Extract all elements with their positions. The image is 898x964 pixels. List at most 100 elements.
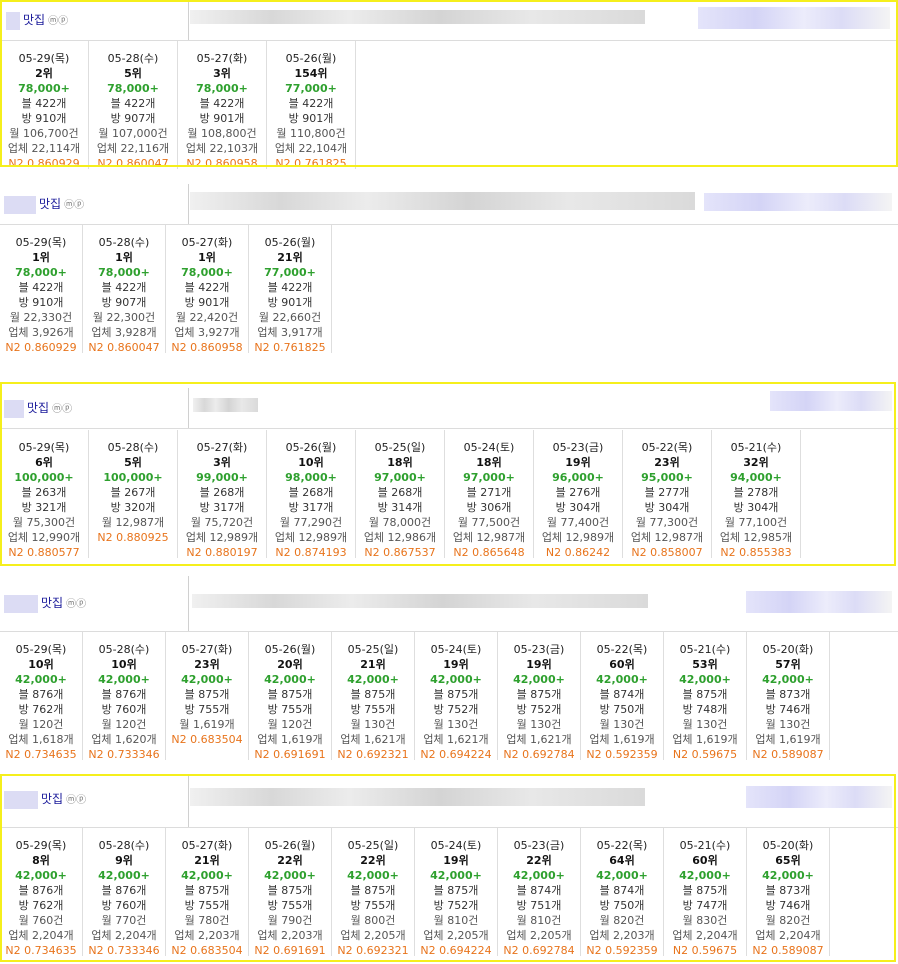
business-count: 업체 1,619개	[257, 733, 323, 746]
rank: 10위	[111, 658, 137, 671]
business-count: 업체 2,204개	[755, 929, 821, 942]
blog-count: 블 876개	[18, 884, 64, 897]
monthly-search: 월 1,619개	[179, 718, 235, 731]
cafe-count: 방 910개	[18, 296, 64, 309]
price: 95,000+	[641, 471, 693, 484]
rank: 60위	[609, 658, 635, 671]
price: 100,000+	[14, 471, 74, 484]
keyword-title[interactable]: 맛집 ⓜⓟ	[4, 790, 86, 809]
blog-count: 블 277개	[644, 486, 690, 499]
n2-score: N2 0.691691	[254, 944, 326, 957]
n2-score: N2 0.874193	[275, 546, 347, 559]
redacted-keyword	[4, 195, 36, 214]
day-card: 05-27(화) 3위 99,000+ 블 268개 방 317개 월 75,720건 업체…	[178, 430, 267, 559]
day-card: 05-28(수) 10위 42,000+ 블 876개 방 760개 월 120건 업체 1…	[83, 632, 166, 761]
day-card: 05-26(월) 22위 42,000+ 블 875개 방 755개 월 790건 업체 2…	[249, 828, 332, 957]
n2-score: N2 0.860958	[186, 157, 258, 170]
keyword-block-1: 맛집 ⓜⓟ 05-29(목) 2위 78,000+ 블 422개 방 910개 월 106,…	[0, 0, 898, 170]
cafe-count: 방 304개	[733, 501, 779, 514]
keyword-title[interactable]: 맛집 ⓜⓟ	[6, 11, 68, 30]
cafe-count: 방 750개	[599, 703, 645, 716]
price: 42,000+	[430, 673, 482, 686]
blog-count: 블 875개	[184, 884, 230, 897]
blog-count: 블 875개	[184, 688, 230, 701]
n2-score: N2 0.855383	[720, 546, 792, 559]
price: 42,000+	[596, 869, 648, 882]
monthly-search: 월 78,000건	[368, 516, 432, 529]
keyword-header: 맛집 ⓜⓟ	[0, 576, 898, 632]
rank: 21위	[360, 658, 386, 671]
cafe-count: 방 755개	[350, 899, 396, 912]
monthly-search: 월 770건	[101, 914, 147, 927]
price: 100,000+	[103, 471, 163, 484]
date: 05-26(월)	[285, 441, 337, 454]
divider	[188, 576, 189, 631]
redacted-text	[192, 594, 648, 608]
business-count: 업체 12,987개	[452, 531, 526, 544]
redacted-text	[190, 10, 645, 24]
rank: 3위	[213, 456, 231, 469]
rank: 8위	[32, 854, 50, 867]
day-card: 05-25(일) 18위 97,000+ 블 268개 방 314개 월 78,000건 업…	[356, 430, 445, 559]
day-card: 05-27(화) 3위 78,000+ 블 422개 방 901개 월 108,800건 업…	[178, 41, 267, 170]
rank: 18위	[387, 456, 413, 469]
keyword-header: 맛집 ⓜⓟ	[0, 774, 898, 828]
type-icons: ⓜⓟ	[52, 404, 73, 415]
cafe-count: 방 321개	[21, 501, 67, 514]
keyword-block-2: 맛집 ⓜⓟ 05-29(목) 1위 78,000+ 블 422개 방 910개 월 22,3…	[0, 184, 898, 359]
price: 42,000+	[98, 673, 150, 686]
blog-count: 블 875개	[433, 884, 479, 897]
date: 05-20(화)	[762, 643, 814, 656]
rank: 154위	[294, 67, 328, 80]
cafe-count: 방 901개	[199, 112, 245, 125]
date: 05-26(월)	[264, 236, 316, 249]
price: 77,000+	[285, 82, 337, 95]
n2-score: N2 0.59675	[672, 944, 738, 957]
day-card: 05-26(월) 10위 98,000+ 블 268개 방 317개 월 77,290건 업…	[267, 430, 356, 559]
business-count: 업체 2,203개	[589, 929, 655, 942]
date: 05-28(수)	[98, 236, 150, 249]
cafe-count: 방 910개	[21, 112, 67, 125]
n2-score: N2 0.860929	[5, 341, 77, 354]
n2-score: N2 0.880925	[97, 531, 169, 544]
keyword-title[interactable]: 맛집 ⓜⓟ	[4, 195, 84, 214]
n2-score: N2 0.692784	[503, 748, 575, 761]
keyword-header: 맛집 ⓜⓟ	[0, 388, 898, 429]
price: 42,000+	[679, 869, 731, 882]
price: 42,000+	[181, 673, 233, 686]
keyword-title[interactable]: 맛집 ⓜⓟ	[4, 594, 86, 613]
date: 05-22(목)	[641, 441, 693, 454]
blog-count: 블 268개	[199, 486, 245, 499]
blog-count: 블 875개	[516, 688, 562, 701]
blog-count: 블 422개	[288, 97, 334, 110]
day-card: 05-24(토) 19위 42,000+ 블 875개 방 752개 월 130건 업체 1…	[415, 632, 498, 761]
blog-count: 블 278개	[733, 486, 779, 499]
cafe-count: 방 752개	[433, 899, 479, 912]
business-count: 업체 12,989개	[274, 531, 348, 544]
date: 05-24(토)	[430, 839, 482, 852]
blog-count: 블 271개	[466, 486, 512, 499]
date: 05-21(수)	[730, 441, 782, 454]
business-count: 업체 1,621개	[506, 733, 572, 746]
redacted-keyword	[4, 399, 24, 418]
keyword-title[interactable]: 맛집 ⓜⓟ	[4, 399, 72, 418]
redacted-tags	[704, 193, 892, 211]
rank: 22위	[277, 854, 303, 867]
monthly-search: 월 830건	[682, 914, 728, 927]
monthly-search: 월 107,000건	[98, 127, 168, 140]
price: 78,000+	[107, 82, 159, 95]
monthly-search: 월 120건	[18, 718, 64, 731]
cafe-count: 방 760개	[101, 899, 147, 912]
cafe-count: 방 317개	[288, 501, 334, 514]
business-count: 업체 3,928개	[91, 326, 157, 339]
date: 05-23(금)	[552, 441, 604, 454]
cafe-count: 방 901개	[184, 296, 230, 309]
price: 96,000+	[552, 471, 604, 484]
day-card: 05-22(목) 64위 42,000+ 블 874개 방 750개 월 820건 업체 2…	[581, 828, 664, 957]
monthly-search: 월 108,800건	[187, 127, 257, 140]
monthly-search: 월 130건	[682, 718, 728, 731]
rank: 23위	[654, 456, 680, 469]
price: 42,000+	[264, 869, 316, 882]
blog-count: 블 874개	[599, 884, 645, 897]
rank: 65위	[775, 854, 801, 867]
